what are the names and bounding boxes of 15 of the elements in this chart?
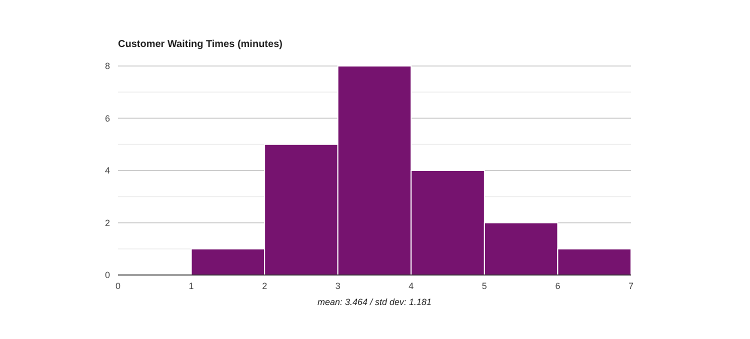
y-tick-label: 8 [104,61,110,72]
x-tick-label: 1 [188,281,194,291]
x-tick-label: 5 [482,281,487,291]
x-tick-label: 3 [335,281,340,291]
x-axis-title: mean: 3.464 / std dev: 1.181 [317,297,432,307]
chart-title: Customer Waiting Times (minutes) [118,39,282,50]
y-tick-label: 2 [104,218,110,228]
y-tick-label: 6 [104,113,110,124]
y-tick-label: 4 [104,166,110,176]
x-tick-label: 7 [628,281,634,291]
y-tick-label: 0 [104,270,110,280]
x-tick-label: 4 [408,281,414,291]
x-tick-label: 6 [555,281,560,291]
x-tick-label: 2 [262,281,268,291]
x-tick-label: 0 [115,281,121,291]
